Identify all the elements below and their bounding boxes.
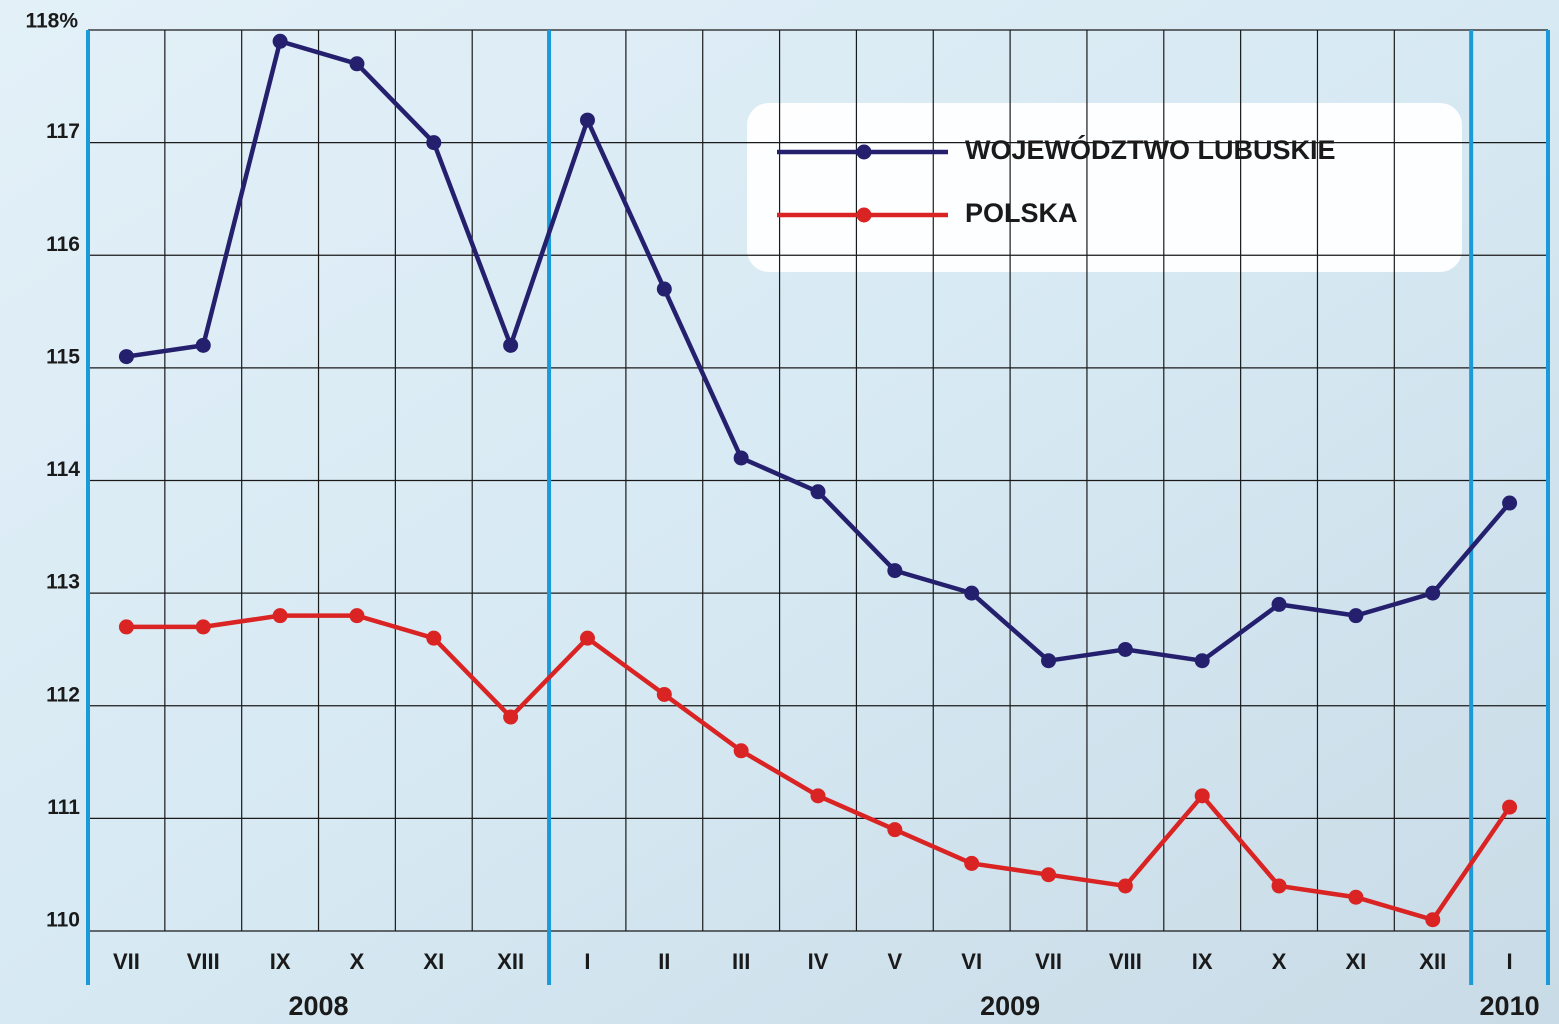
x-tick-label: I	[1507, 949, 1513, 974]
data-point	[503, 710, 518, 725]
year-label: 2008	[288, 991, 348, 1021]
x-tick-label: X	[1272, 949, 1287, 974]
y-tick-label: 112	[46, 683, 80, 706]
data-point	[887, 822, 902, 837]
data-point	[1195, 653, 1210, 668]
data-point	[503, 338, 518, 353]
y-tick-label: 116	[46, 233, 80, 256]
data-point	[273, 608, 288, 623]
x-tick-label: IX	[1192, 949, 1213, 974]
x-tick-label: X	[350, 949, 365, 974]
y-tick-label: 115	[46, 345, 80, 368]
data-point	[734, 450, 749, 465]
data-point	[119, 619, 134, 634]
legend-box	[747, 103, 1462, 272]
x-tick-label: XI	[423, 949, 444, 974]
y-tick-label: 117	[46, 120, 80, 143]
data-point	[964, 586, 979, 601]
y-tick-label: 110	[46, 909, 80, 932]
data-point	[734, 743, 749, 758]
data-point	[580, 631, 595, 646]
legend-marker	[857, 145, 872, 160]
x-tick-label: VIII	[187, 949, 220, 974]
data-point	[196, 619, 211, 634]
data-point	[1041, 867, 1056, 882]
y-tick-label: 111	[47, 796, 80, 819]
data-point	[1118, 642, 1133, 657]
x-tick-label: VII	[113, 949, 140, 974]
data-point	[1425, 912, 1440, 927]
data-point	[426, 631, 441, 646]
data-point	[349, 56, 364, 71]
data-point	[196, 338, 211, 353]
data-point	[1272, 878, 1287, 893]
x-tick-label: IV	[808, 949, 829, 974]
y-tick-label: 118%	[25, 10, 78, 33]
data-point	[811, 788, 826, 803]
x-tick-label: VII	[1035, 949, 1062, 974]
year-label: 2010	[1480, 991, 1540, 1021]
y-tick-label: 114	[46, 458, 80, 481]
x-tick-label: VI	[961, 949, 982, 974]
data-point	[1195, 788, 1210, 803]
data-point	[273, 34, 288, 49]
x-tick-label: IX	[270, 949, 291, 974]
chart: 110 111 112 113 114 115 116 117 118% 2008 2009 2010…	[0, 0, 1559, 1024]
data-point	[657, 687, 672, 702]
data-point	[1425, 586, 1440, 601]
legend-label: POLSKA	[965, 198, 1078, 228]
data-point	[1502, 800, 1517, 815]
data-point	[349, 608, 364, 623]
x-tick-label: XII	[1419, 949, 1446, 974]
x-tick-label: VIII	[1109, 949, 1142, 974]
data-point	[1348, 608, 1363, 623]
data-point	[1272, 597, 1287, 612]
x-tick-label: II	[658, 949, 670, 974]
x-tick-label: V	[887, 949, 902, 974]
data-point	[580, 113, 595, 128]
data-point	[1041, 653, 1056, 668]
legend-label: WOJEWÓDZTWO LUBUSKIE	[965, 134, 1335, 165]
x-tick-label: III	[732, 949, 750, 974]
data-point	[1348, 890, 1363, 905]
data-point	[1118, 878, 1133, 893]
year-label: 2009	[980, 991, 1040, 1021]
legend-marker	[857, 208, 872, 223]
data-point	[811, 484, 826, 499]
data-point	[1502, 496, 1517, 511]
x-tick-label: XI	[1345, 949, 1366, 974]
data-point	[964, 856, 979, 871]
data-point	[887, 563, 902, 578]
data-point	[657, 282, 672, 297]
data-point	[119, 349, 134, 364]
x-tick-label: I	[584, 949, 590, 974]
data-point	[426, 135, 441, 150]
x-tick-label: XII	[497, 949, 524, 974]
y-tick-label: 113	[46, 571, 80, 594]
